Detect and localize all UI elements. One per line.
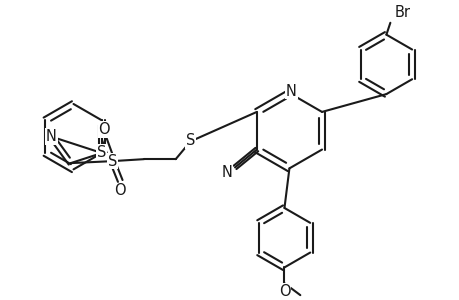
Text: O: O <box>114 183 126 198</box>
Text: O: O <box>278 284 290 299</box>
Text: S: S <box>185 133 195 148</box>
Text: N: N <box>46 129 57 144</box>
Text: N: N <box>221 165 232 180</box>
Text: Br: Br <box>393 5 409 20</box>
Text: O: O <box>98 122 110 137</box>
Text: S: S <box>107 154 117 169</box>
Text: S: S <box>97 145 106 160</box>
Text: N: N <box>285 84 296 99</box>
